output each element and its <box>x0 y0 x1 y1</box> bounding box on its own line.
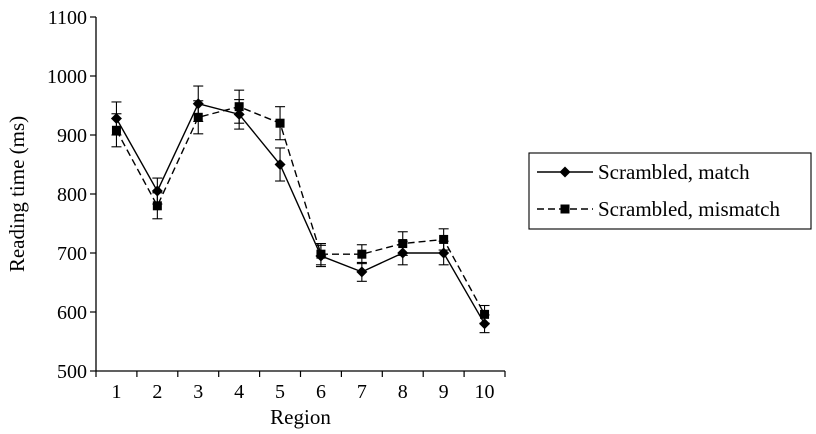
x-tick-label: 1 <box>111 381 121 403</box>
data-point <box>234 102 244 112</box>
y-tick-label: 1100 <box>48 7 87 29</box>
x-tick-label: 4 <box>234 381 244 403</box>
y-tick-label: 500 <box>57 361 87 383</box>
series-line <box>115 102 486 325</box>
x-tick-label: 3 <box>193 381 203 403</box>
data-point <box>480 309 490 319</box>
x-axis-ticks: 1 2 3 4 5 6 7 8 9 10 <box>95 371 506 403</box>
legend-marker <box>559 166 571 178</box>
y-tick-label: 600 <box>57 302 87 324</box>
series-2 <box>111 89 490 324</box>
y-tick-label: 900 <box>57 125 87 147</box>
legend-label: Scrambled, match <box>598 160 750 184</box>
y-tick-label: 1000 <box>47 66 87 88</box>
y-axis-ticks: 500 600 700 800 900 1000 1100 <box>47 7 96 383</box>
x-tick-label: 7 <box>357 381 367 403</box>
y-axis-title: Reading time (ms) <box>5 116 29 272</box>
x-tick-label: 6 <box>316 381 326 403</box>
series-line <box>115 105 486 315</box>
data-point <box>357 249 367 259</box>
data-point <box>151 185 163 197</box>
x-tick-label: 8 <box>398 381 408 403</box>
y-tick-label: 700 <box>57 243 87 265</box>
series-layer <box>110 85 491 334</box>
legend: Scrambled, match Scrambled, mismatch <box>528 152 812 230</box>
x-tick-label: 2 <box>152 381 162 403</box>
x-tick-label: 10 <box>475 381 495 403</box>
data-point <box>398 239 408 249</box>
data-point <box>274 159 286 170</box>
x-tick-label: 9 <box>439 381 449 403</box>
legend-label: Scrambled, mismatch <box>598 197 780 221</box>
data-point <box>193 112 203 122</box>
data-point <box>439 234 449 244</box>
legend-marker <box>560 204 570 214</box>
x-tick-label: 5 <box>275 381 285 403</box>
x-axis-title: Region <box>270 405 331 429</box>
data-point <box>152 201 162 211</box>
series-1 <box>110 85 491 334</box>
data-point <box>111 125 121 135</box>
data-point <box>356 266 368 278</box>
legend-box <box>528 152 812 230</box>
data-point <box>316 249 326 259</box>
legend-item: Scrambled, mismatch <box>537 197 780 221</box>
data-point <box>275 118 285 128</box>
legend-item: Scrambled, match <box>537 160 750 184</box>
y-tick-label: 800 <box>57 184 87 206</box>
data-point <box>479 318 491 330</box>
